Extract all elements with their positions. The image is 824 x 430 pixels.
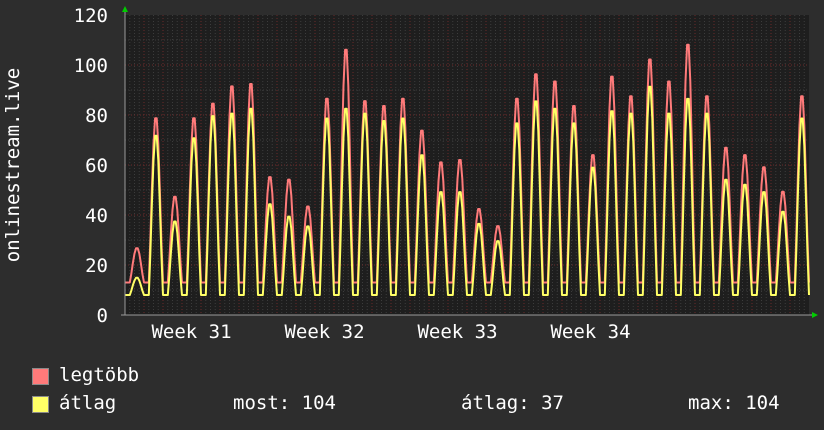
y-tick-label: 0	[97, 305, 108, 327]
x-tick-label: Week 32	[284, 321, 364, 343]
stat-average-value: 37	[541, 392, 564, 414]
stat-average-label: átlag:	[461, 392, 530, 414]
stat-max-value: 104	[745, 392, 780, 414]
y-tick-label: 40	[85, 205, 108, 227]
legend-row-avg: átlag most: 104 átlag: 37 max: 104	[32, 392, 812, 414]
stat-current-value: 104	[301, 392, 336, 414]
y-ticks: 0 20 40 60 80 100 120	[74, 5, 108, 327]
y-tick-label: 80	[85, 105, 108, 127]
axes	[121, 6, 818, 318]
y-tick-label: 100	[74, 55, 108, 77]
legend-swatch-avg	[32, 396, 49, 413]
y-tick-label: 60	[85, 155, 108, 177]
legend-label-avg: átlag	[59, 392, 117, 414]
x-tick-label: Week 33	[417, 321, 497, 343]
y-tick-label: 120	[74, 5, 108, 27]
y-axis-arrow	[122, 6, 128, 12]
x-tick-label: Week 34	[550, 321, 630, 343]
x-axis-arrow	[812, 312, 818, 318]
stat-average: átlag: 37	[461, 392, 564, 414]
legend-label-max: legtöbb	[59, 364, 140, 386]
stat-max-label: max:	[688, 392, 734, 414]
y-tick-label: 20	[85, 255, 108, 277]
series-lines	[125, 43, 810, 296]
y-axis-label: onlinestream.live	[2, 68, 24, 262]
stat-current: most: 104	[233, 392, 336, 414]
legend-swatch-max	[32, 368, 49, 385]
x-tick-label: Week 31	[151, 321, 231, 343]
stat-max: max: 104	[688, 392, 780, 414]
x-ticks: Week 31 Week 32 Week 33 Week 34	[151, 321, 630, 343]
stat-current-label: most:	[233, 392, 291, 414]
series-line-atlag	[125, 85, 810, 296]
